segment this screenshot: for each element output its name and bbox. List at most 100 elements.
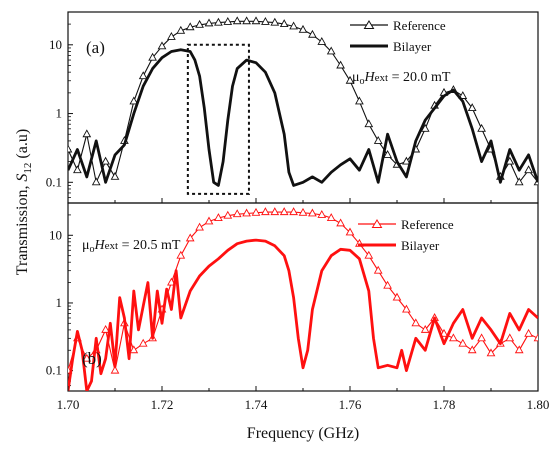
panel-b-field-h: H	[94, 238, 106, 253]
y-axis-title-symbol: S	[14, 174, 31, 182]
legend-b-reference-marker	[371, 219, 383, 228]
panel-a-field-h: H	[364, 70, 376, 85]
reference-triangle-marker	[308, 29, 317, 38]
reference-triangle-marker	[514, 177, 524, 186]
reference-triangle-marker	[289, 21, 298, 30]
reference-triangle-marker	[232, 16, 242, 25]
reference-triangle-marker	[336, 60, 345, 69]
x-tick-label: 1.72	[151, 397, 174, 412]
reference-triangle-marker	[261, 17, 270, 25]
x-tick-label: 1.76	[339, 397, 362, 412]
reference-triangle-marker	[185, 233, 195, 242]
bilayer-series-line	[68, 238, 538, 391]
dashed-highlight-box	[186, 43, 250, 195]
reference-triangle-marker	[524, 165, 533, 174]
reference-triangle-marker	[345, 227, 355, 236]
reference-triangle-marker	[467, 345, 477, 354]
reference-triangle-marker	[326, 46, 336, 55]
reference-triangle-marker	[242, 16, 251, 25]
reference-triangle-marker	[477, 123, 486, 132]
reference-triangle-marker	[355, 96, 364, 105]
reference-triangle-marker	[289, 207, 298, 216]
reference-triangle-marker	[364, 119, 374, 128]
y-tick-label: 10	[49, 227, 62, 242]
reference-triangle-marker	[449, 333, 458, 342]
reference-triangle-marker	[82, 129, 92, 138]
y-axis-title-prefix: Transmission,	[14, 182, 31, 276]
reference-triangle-marker	[279, 207, 289, 216]
reference-triangle-marker	[251, 16, 261, 25]
reference-triangle-marker	[223, 17, 233, 25]
panel-b-label: (b)	[82, 349, 102, 368]
panel-a-field-mu-subscript: o	[360, 76, 365, 87]
legend-b-bilayer-label: Bilayer	[401, 238, 440, 253]
reference-triangle-marker	[157, 41, 167, 50]
x-tick-label: 1.74	[245, 397, 268, 412]
reference-triangle-marker	[392, 292, 402, 301]
reference-triangle-marker	[345, 75, 355, 84]
x-tick-label: 1.78	[433, 397, 456, 412]
reference-triangle-marker	[251, 207, 261, 216]
reference-triangle-marker	[486, 348, 496, 357]
reference-triangle-marker	[317, 37, 327, 45]
reference-triangle-marker	[214, 213, 223, 221]
reference-triangle-marker	[383, 150, 392, 158]
reference-triangle-marker	[261, 207, 270, 216]
reference-triangle-marker	[110, 171, 120, 180]
reference-triangle-marker	[533, 333, 538, 342]
reference-triangle-marker	[91, 177, 101, 186]
reference-triangle-marker	[204, 216, 214, 225]
panel-a-field-value: = 20.0 mT	[388, 70, 451, 85]
reference-triangle-marker	[383, 280, 392, 289]
panel-a-field-ext: ext	[375, 72, 388, 84]
reference-triangle-marker	[420, 324, 430, 333]
x-tick-label: 1.70	[57, 397, 80, 412]
panel-b: 0.1 1 10	[46, 207, 538, 391]
reference-triangle-marker	[138, 71, 148, 80]
y-tick-label: 0.1	[46, 363, 62, 378]
reference-triangle-marker	[176, 25, 186, 34]
reference-triangle-marker	[298, 207, 308, 216]
reference-triangle-marker	[467, 103, 477, 112]
reference-triangle-marker	[101, 324, 110, 333]
reference-triangle-marker	[373, 265, 383, 274]
panel-b-field-value: = 20.5 mT	[118, 238, 181, 253]
reference-triangle-marker	[439, 328, 449, 337]
reference-triangle-marker	[411, 318, 421, 327]
reference-series-line	[68, 211, 538, 372]
reference-triangle-marker	[458, 338, 468, 347]
reference-triangle-marker	[364, 250, 374, 259]
reference-triangle-marker	[176, 250, 186, 259]
reference-triangle-marker	[270, 17, 280, 26]
bilayer-series-line	[68, 48, 538, 187]
panel-a-field-mu: μ	[352, 70, 360, 85]
panel-a: 0.1 1 10	[46, 16, 538, 198]
legend-b-reference-label: Reference	[401, 217, 454, 232]
reference-triangle-marker	[101, 156, 110, 165]
reference-triangle-marker	[185, 22, 195, 31]
reference-triangle-marker	[110, 365, 120, 374]
reference-triangle-marker	[223, 210, 233, 219]
reference-triangle-marker	[214, 17, 223, 26]
reference-triangle-marker	[477, 333, 486, 342]
legend-a-reference-marker	[363, 20, 375, 29]
y-tick-label: 1	[56, 106, 63, 121]
panel-b-field-mu: μ	[82, 238, 90, 253]
reference-triangle-marker	[73, 165, 82, 174]
reference-triangle-marker	[242, 208, 251, 217]
panel-b-field-ext: ext	[105, 240, 118, 252]
reference-triangle-marker	[167, 32, 176, 40]
panel-a-legend: Reference Bilayer	[350, 18, 446, 54]
x-tick-label: 1.80	[527, 397, 550, 412]
panel-b-field-annotation: μoHext = 20.5 mT	[82, 238, 181, 255]
panel-plot-area	[68, 16, 538, 195]
reference-triangle-marker	[298, 24, 308, 33]
panel-b-field-mu-subscript: o	[90, 244, 95, 255]
reference-triangle-marker	[420, 123, 430, 132]
panel-b-legend: Reference Bilayer	[358, 217, 454, 253]
reference-triangle-marker	[204, 18, 214, 27]
x-tick-labels: 1.70 1.72 1.74 1.76 1.78 1.80	[57, 198, 550, 412]
reference-triangle-marker	[232, 209, 242, 218]
reference-triangle-marker	[458, 91, 468, 99]
